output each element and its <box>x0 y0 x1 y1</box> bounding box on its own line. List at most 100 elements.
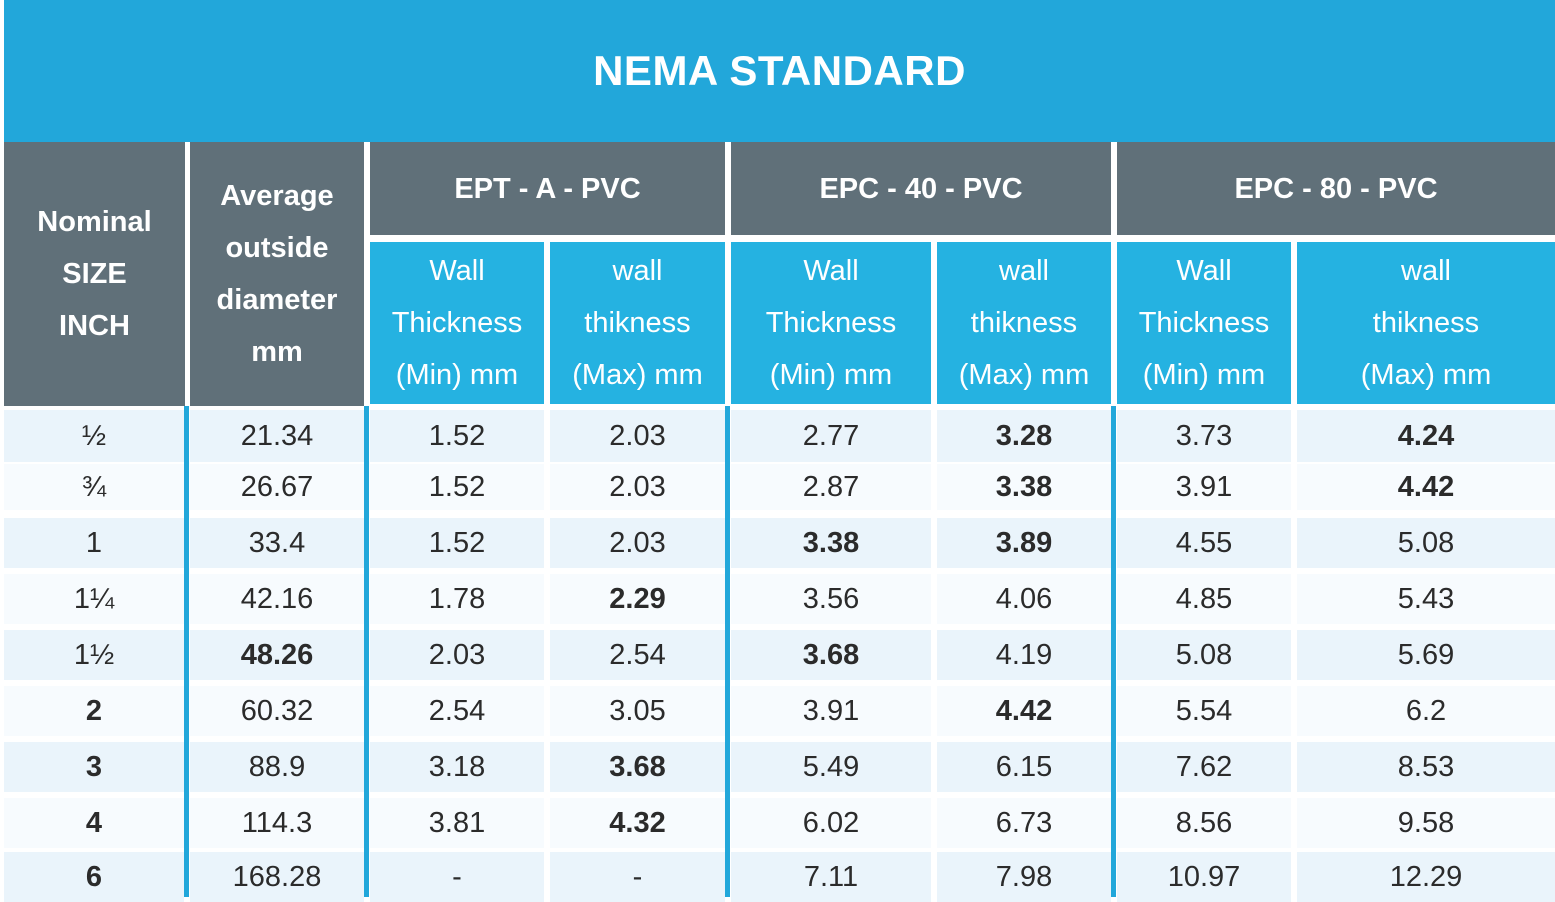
cell-b-max: 4.42 <box>995 694 1053 727</box>
divider-3 <box>725 406 730 897</box>
cell-b-max: 4.19 <box>995 638 1053 671</box>
table-row: 2 60.32 2.54 3.05 3.91 4.42 5.54 6.2 <box>0 686 1555 736</box>
cell-background <box>937 518 1111 568</box>
cell-background <box>731 852 931 902</box>
cell-size: ½ <box>81 419 107 452</box>
cell-background <box>731 686 931 736</box>
cell-background <box>370 630 544 680</box>
cell-c-max: 5.69 <box>1397 638 1455 671</box>
table-row: 1½ 48.26 2.03 2.54 3.68 4.19 5.08 5.69 <box>0 630 1555 680</box>
cell-a-max: 2.03 <box>609 470 666 503</box>
header-b-max-line-3: (Max) mm <box>958 359 1090 391</box>
cell-a-min: 1.78 <box>428 582 486 615</box>
cell-background <box>550 630 725 680</box>
cell-background <box>370 410 544 462</box>
header-average-line-3: diameter <box>216 284 338 316</box>
cell-c-max: 12.29 <box>1389 860 1463 893</box>
divider-4 <box>1111 406 1116 897</box>
cell-background <box>4 410 184 462</box>
cell-a-max: 3.05 <box>609 694 666 727</box>
cell-b-min: 3.38 <box>802 526 860 559</box>
cell-c-min: 4.55 <box>1175 526 1233 559</box>
cell-c-max: 5.43 <box>1397 582 1455 615</box>
header-a-max-line-3: (Max) mm <box>572 359 703 391</box>
cell-b-min: 3.68 <box>802 638 860 671</box>
cell-od: 26.67 <box>240 470 314 503</box>
cell-background <box>190 852 364 902</box>
cell-background <box>731 798 931 848</box>
cell-c-min: 3.73 <box>1175 419 1233 452</box>
cell-a-min: 2.54 <box>428 694 486 727</box>
cell-c-min: 7.62 <box>1175 750 1233 783</box>
cell-background <box>937 686 1111 736</box>
header-nominal-line-1: Nominal <box>37 206 152 238</box>
header-a-max: wall thikness (Max) mm <box>550 242 725 404</box>
cell-a-max: 3.68 <box>609 750 666 783</box>
cell-b-min: 3.91 <box>802 694 860 727</box>
header-c-max: wall thikness (Max) mm <box>1297 242 1555 404</box>
cell-b-min: 2.77 <box>802 419 860 452</box>
header-b-min-line-2: Thickness <box>765 307 897 339</box>
cell-b-max: 6.15 <box>995 750 1053 783</box>
cell-background <box>550 852 725 902</box>
header-nominal-line-2: SIZE <box>62 258 127 290</box>
header-c-min-line-3: (Min) mm <box>1142 359 1266 391</box>
header-a-max-line-2: thikness <box>584 307 691 339</box>
cell-a-min: 1.52 <box>428 470 486 503</box>
cell-background <box>1117 630 1291 680</box>
cell-b-min: 5.49 <box>802 750 860 783</box>
header-group-epc-80: EPC - 80 - PVC <box>1117 142 1555 235</box>
table-title: NEMA STANDARD <box>4 0 1555 142</box>
cell-b-max: 4.06 <box>995 582 1053 615</box>
header-nominal-size: Nominal SIZE INCH <box>4 142 185 406</box>
cell-background <box>1117 852 1291 902</box>
cell-background <box>4 518 184 568</box>
cell-background <box>4 852 184 902</box>
cell-background <box>550 686 725 736</box>
cell-b-min: 2.87 <box>802 470 860 503</box>
header-c-max-line-3: (Max) mm <box>1360 359 1492 391</box>
cell-background <box>370 742 544 792</box>
cell-a-max: 2.29 <box>609 582 666 615</box>
cell-background <box>1297 630 1555 680</box>
cell-size: 1 <box>85 526 103 559</box>
cell-background <box>190 464 364 510</box>
cell-background <box>731 574 931 624</box>
header-a-min-line-2: Thickness <box>391 307 523 339</box>
left-edge <box>0 0 4 897</box>
cell-background <box>1297 574 1555 624</box>
cell-background <box>4 464 184 510</box>
cell-b-min: 6.02 <box>802 806 860 839</box>
table-row: 1 33.4 1.52 2.03 3.38 3.89 4.55 5.08 <box>0 518 1555 568</box>
cell-background <box>937 574 1111 624</box>
cell-background <box>1297 686 1555 736</box>
cell-a-min: 1.52 <box>428 526 486 559</box>
cell-a-max: 2.03 <box>609 419 666 452</box>
cell-c-max: 8.53 <box>1397 750 1455 783</box>
cell-background <box>4 798 184 848</box>
cell-c-max: 6.2 <box>1405 694 1447 727</box>
cell-a-min: 3.81 <box>428 806 486 839</box>
header-c-min-line-1: Wall <box>1176 255 1232 287</box>
cell-background <box>550 574 725 624</box>
cell-b-max: 7.98 <box>995 860 1053 893</box>
cell-background <box>190 410 364 462</box>
cell-background <box>1297 464 1555 510</box>
cell-size: ¾ <box>81 470 107 503</box>
cell-size: 1½ <box>73 638 115 671</box>
table-row: ½ 21.34 1.52 2.03 2.77 3.28 3.73 4.24 <box>0 410 1555 462</box>
header-b-min: Wall Thickness (Min) mm <box>731 242 931 404</box>
cell-background <box>370 574 544 624</box>
cell-size: 1¼ <box>73 582 115 615</box>
cell-background <box>937 410 1111 462</box>
cell-background <box>370 518 544 568</box>
header-a-min-line-3: (Min) mm <box>395 359 519 391</box>
cell-a-min: 3.18 <box>428 750 486 783</box>
cell-background <box>731 742 931 792</box>
cell-c-min: 5.54 <box>1175 694 1233 727</box>
cell-a-min: 1.52 <box>428 419 486 452</box>
header-c-min: Wall Thickness (Min) mm <box>1117 242 1291 404</box>
cell-c-min: 5.08 <box>1175 638 1233 671</box>
cell-background <box>731 464 931 510</box>
cell-background <box>4 574 184 624</box>
